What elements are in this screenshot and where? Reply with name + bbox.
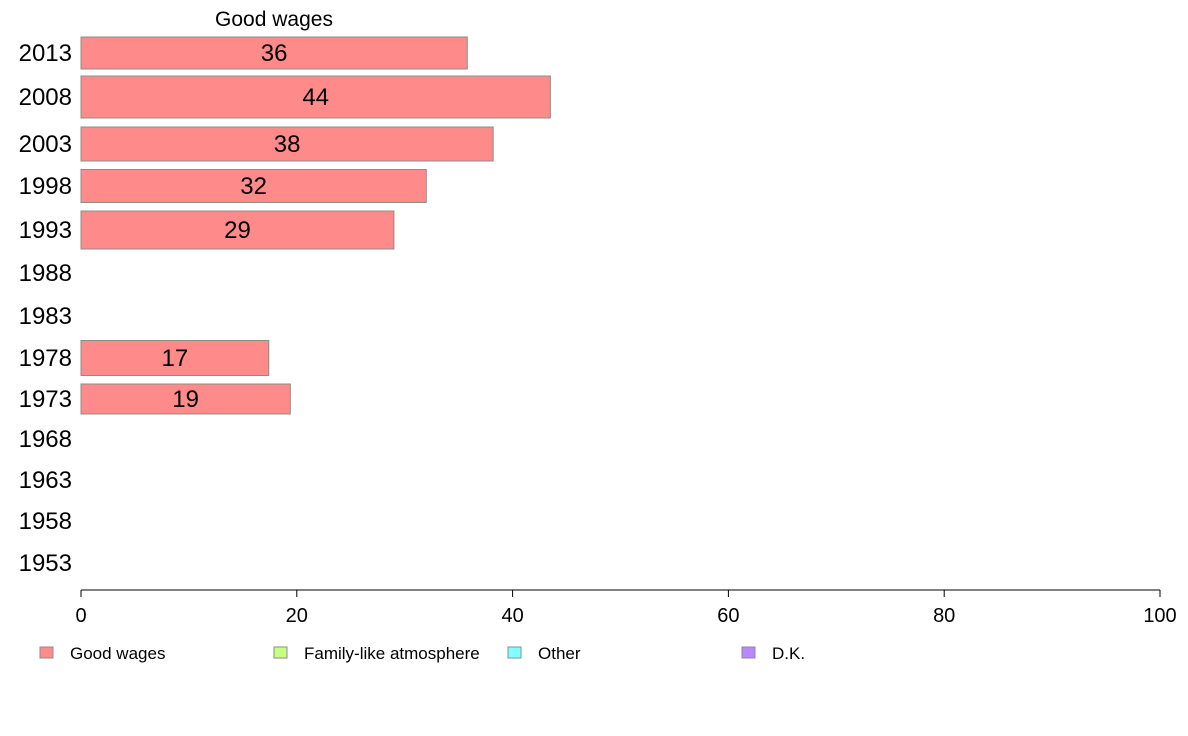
y-tick-label-2003: 2003 (19, 131, 72, 158)
x-tick-label-40: 40 (501, 605, 523, 627)
y-tick-label-1968: 1968 (19, 426, 72, 453)
y-tick-label-1958: 1958 (19, 508, 72, 535)
bar-1993 (80, 210, 395, 250)
data-label-1973: 19 (172, 386, 199, 413)
bar-1998 (80, 169, 427, 203)
x-tick-label-100: 100 (1143, 605, 1176, 627)
x-axis: 0 20 40 60 80 100 (75, 589, 1177, 627)
data-label-2013: 36 (261, 40, 288, 67)
y-tick-label-1978: 1978 (19, 345, 72, 372)
y-tick-label-1998: 1998 (19, 173, 72, 200)
legend-swatch-3 (741, 646, 756, 659)
x-tick-label-80: 80 (933, 605, 955, 627)
bar-2003 (80, 126, 494, 162)
legend-label-2: Other (538, 644, 581, 663)
legend-label-0: Good wages (70, 644, 165, 663)
bar-2008 (80, 75, 551, 119)
legend-label-1: Family-like atmosphere (304, 644, 480, 663)
bar-2013 (80, 36, 468, 70)
y-tick-label-1983: 1983 (19, 303, 72, 330)
chart-title: Good wages (215, 8, 333, 31)
legend: Good wages Family-like atmosphere Other D.K… (39, 644, 805, 663)
x-tick-label-0: 0 (75, 605, 86, 627)
data-label-1993: 29 (224, 217, 251, 244)
y-tick-label-1953: 1953 (19, 550, 72, 577)
y-tick-label-2013: 2013 (19, 40, 72, 67)
legend-swatch-2 (507, 646, 522, 659)
data-label-2008: 44 (302, 84, 329, 111)
data-label-1998: 32 (240, 173, 267, 200)
y-tick-label-1988: 1988 (19, 260, 72, 287)
data-label-1978: 17 (162, 345, 189, 372)
bar-1978 (80, 340, 270, 376)
legend-swatch-1 (273, 646, 288, 659)
data-label-2003: 38 (274, 131, 301, 158)
x-tick-label-60: 60 (717, 605, 739, 627)
legend-label-3: D.K. (772, 644, 805, 663)
y-tick-label-1973: 1973 (19, 386, 72, 413)
bar-1973 (80, 383, 291, 415)
y-tick-label-1963: 1963 (19, 467, 72, 494)
y-tick-label-1993: 1993 (19, 217, 72, 244)
x-tick-label-20: 20 (286, 605, 308, 627)
legend-swatch-0 (39, 646, 54, 659)
y-tick-label-2008: 2008 (19, 84, 72, 111)
y-tick-labels: 2013 2008 2003 1998 1993 1988 1983 1978 1973 1968… (19, 40, 72, 577)
